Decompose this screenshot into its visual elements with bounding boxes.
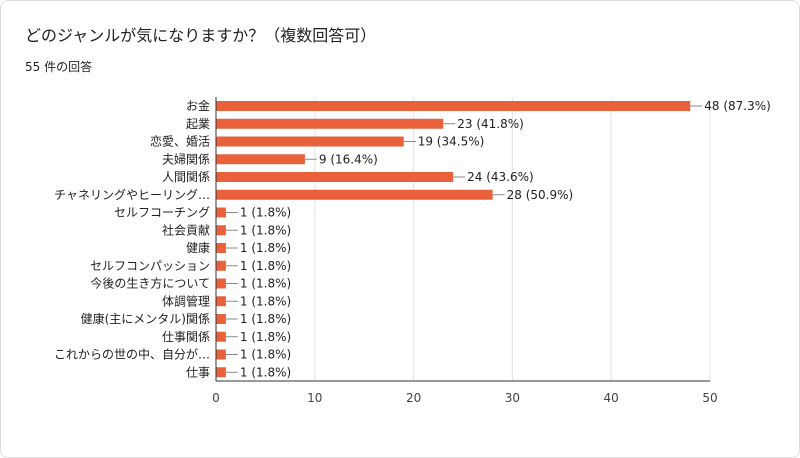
category-label: お金 (186, 98, 210, 113)
category-label: 社会貢献 (162, 222, 210, 237)
data-label: 1 (1.8%) (240, 241, 291, 255)
bar[interactable] (216, 172, 454, 182)
category-label: 健康 (186, 240, 210, 255)
data-label: 9 (16.4%) (319, 152, 378, 166)
x-tick-label: 10 (307, 391, 322, 405)
bar[interactable] (216, 278, 226, 289)
category-label: 健康(主にメンタル)関係 (81, 311, 210, 326)
x-tick-label: 0 (212, 391, 220, 405)
data-label: 1 (1.8%) (240, 365, 291, 379)
category-label: これからの世の中、自分が… (54, 347, 210, 362)
bar[interactable] (216, 154, 305, 165)
grid-layer (314, 97, 711, 381)
data-label: 1 (1.8%) (240, 223, 291, 237)
category-label: チャネリングやヒーリング… (54, 188, 210, 202)
bar-layer (216, 101, 691, 378)
bar[interactable] (216, 314, 226, 324)
data-label: 24 (43.6%) (467, 170, 534, 184)
bar[interactable] (216, 349, 226, 360)
bar[interactable] (216, 260, 226, 271)
data-label: 1 (1.8%) (240, 348, 291, 362)
category-label: セルフコンパッション (90, 259, 210, 273)
data-label: 23 (41.8%) (457, 117, 524, 131)
category-label: 恋愛、婚活 (150, 134, 210, 149)
bar[interactable] (216, 243, 226, 253)
bar[interactable] (216, 189, 493, 200)
x-tick-label: 50 (702, 391, 717, 405)
data-label: 48 (87.3%) (704, 99, 771, 113)
data-label: 28 (50.9%) (507, 188, 574, 202)
data-label: 1 (1.8%) (240, 330, 291, 344)
data-label: 1 (1.8%) (240, 259, 291, 273)
category-label: セルフコーチング (114, 206, 210, 220)
question-title: どのジャンルが気になりますか？（複数回答可） (25, 26, 377, 45)
category-label: 起業 (186, 117, 210, 131)
response-count: 55 件の回答 (25, 60, 93, 74)
bar[interactable] (216, 225, 226, 236)
bar[interactable] (216, 136, 404, 147)
bar[interactable] (216, 331, 226, 342)
bar[interactable] (216, 101, 691, 111)
data-label: 1 (1.8%) (240, 312, 291, 326)
bar[interactable] (216, 207, 226, 218)
category-label: 人間関係 (162, 170, 210, 184)
label-layer: 0 10 20 30 40 50 お金 48 (87.3%) 起業 23 (41.8%) 恋愛、婚活… (54, 98, 771, 405)
data-label: 1 (1.8%) (240, 294, 291, 308)
x-tick-label: 40 (604, 391, 619, 405)
category-label: 仕事 (186, 365, 210, 379)
data-label: 1 (1.8%) (240, 277, 291, 291)
category-label: 夫婦関係 (162, 151, 210, 166)
bar[interactable] (216, 296, 226, 307)
category-label: 体調管理 (162, 293, 210, 308)
data-label: 1 (1.8%) (240, 206, 291, 220)
category-label: 仕事関係 (162, 330, 210, 344)
x-tick-label: 20 (406, 391, 421, 405)
x-tick-label: 30 (505, 391, 520, 405)
category-label: 今後の生き方について (90, 276, 210, 291)
bar[interactable] (216, 118, 444, 129)
data-label: 19 (34.5%) (418, 135, 485, 149)
bar[interactable] (216, 367, 226, 378)
axis-layer (215, 97, 710, 382)
